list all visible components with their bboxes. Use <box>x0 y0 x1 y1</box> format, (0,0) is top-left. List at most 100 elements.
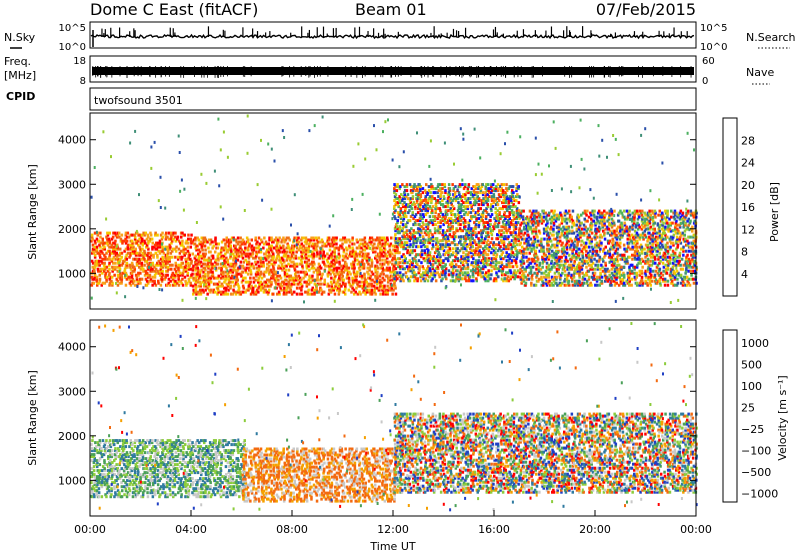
heatmap-cell <box>299 270 303 274</box>
heatmap-cell <box>309 238 313 242</box>
heatmap-cell <box>140 263 143 267</box>
heatmap-cell <box>120 279 123 283</box>
cpid-panel: CPID twofsound 3501 <box>6 87 697 111</box>
heatmap-cell <box>537 211 540 215</box>
heatmap-cell <box>546 225 549 229</box>
heatmap-cell <box>241 284 245 288</box>
heatmap-cell <box>290 282 293 286</box>
heatmap-cell <box>257 286 260 290</box>
heatmap-cell <box>374 264 377 268</box>
heatmap-cell <box>131 247 134 251</box>
heatmap-cell <box>616 263 619 267</box>
heatmap-cell <box>381 286 385 290</box>
heatmap-cell <box>91 243 95 247</box>
heatmap-cell <box>206 286 209 290</box>
heatmap-cell <box>450 273 453 277</box>
heatmap-cell <box>304 254 307 258</box>
heatmap-cell <box>316 270 319 274</box>
heatmap-cell <box>346 256 349 260</box>
heatmap-cell <box>142 267 145 271</box>
heatmap-cell <box>543 253 546 257</box>
heatmap-cell <box>563 227 566 231</box>
heatmap-cell <box>459 259 462 263</box>
heatmap-cell <box>512 197 515 201</box>
heatmap-cell <box>434 261 437 265</box>
heatmap-cell <box>464 193 467 197</box>
heatmap-cell <box>386 292 389 296</box>
heatmap-cell <box>304 252 308 256</box>
heatmap-cell <box>287 268 291 272</box>
heatmap-cell <box>552 253 556 257</box>
heatmap-cell <box>225 282 229 286</box>
heatmap-cell <box>477 225 480 229</box>
heatmap-cell <box>452 195 456 199</box>
heatmap-cell <box>386 274 389 278</box>
heatmap-cell <box>267 264 271 268</box>
heatmap-cell <box>556 233 559 237</box>
heatmap-cell <box>544 211 548 215</box>
heatmap-cell <box>301 248 305 252</box>
heatmap-cell <box>441 243 445 247</box>
heatmap-cell <box>544 269 548 273</box>
heatmap-cell <box>99 255 102 259</box>
heatmap-cell <box>93 277 96 281</box>
heatmap-cell <box>393 273 396 277</box>
heatmap-cell <box>206 274 210 278</box>
heatmap-cell <box>423 249 426 253</box>
heatmap-cell <box>475 277 478 281</box>
heatmap-cell <box>270 248 273 252</box>
heatmap-cell <box>245 252 248 256</box>
heatmap-cell <box>350 264 354 268</box>
heatmap-cell <box>123 275 127 279</box>
heatmap-cell <box>458 275 462 279</box>
heatmap-cell <box>466 271 470 275</box>
freq-tick-top: 18 <box>73 56 86 67</box>
heatmap-cell <box>237 288 240 292</box>
heatmap-cell <box>384 292 388 296</box>
heatmap-cell <box>315 238 318 242</box>
heatmap-cell <box>338 288 342 292</box>
heatmap-cell <box>158 251 162 255</box>
heatmap-cell <box>167 247 170 251</box>
heatmap-cell <box>553 275 557 279</box>
heatmap-cell <box>101 237 104 241</box>
heatmap-cell <box>576 215 579 219</box>
heatmap-cell <box>327 236 331 240</box>
heatmap-cell <box>616 259 619 263</box>
heatmap-cell <box>118 253 121 257</box>
heatmap-cell <box>390 274 394 278</box>
heatmap-cell <box>431 277 434 281</box>
heatmap-cell <box>94 259 97 263</box>
heatmap-cell <box>447 227 451 231</box>
heatmap-cell <box>545 275 548 279</box>
heatmap-cell <box>416 211 420 215</box>
heatmap-cell <box>362 244 365 248</box>
heatmap-cell <box>318 240 322 244</box>
heatmap-cell <box>273 246 276 250</box>
heatmap-cell <box>187 257 190 261</box>
heatmap-cell <box>184 265 187 269</box>
heatmap-cell <box>421 187 425 191</box>
heatmap-cell <box>420 249 424 253</box>
heatmap-cell <box>611 219 615 223</box>
heatmap-cell <box>338 254 341 258</box>
heatmap-cell <box>315 248 318 252</box>
heatmap-cell <box>610 259 613 263</box>
heatmap-cell <box>496 197 500 201</box>
heatmap-cell <box>207 272 210 276</box>
heatmap-cell <box>472 275 475 279</box>
heatmap-cell <box>259 258 262 262</box>
heatmap-cell <box>463 227 466 231</box>
heatmap-cell <box>351 280 355 284</box>
heatmap-cell <box>180 249 183 253</box>
heatmap-cell <box>290 290 293 294</box>
heatmap-cell <box>91 249 94 253</box>
heatmap-cell <box>436 217 439 221</box>
heatmap-cell <box>470 207 473 211</box>
heatmap-cell <box>194 262 197 266</box>
heatmap-cell <box>194 272 197 276</box>
heatmap-cell <box>446 249 450 253</box>
heatmap-cell <box>570 279 574 283</box>
heatmap-cell <box>381 288 384 292</box>
heatmap-cell <box>547 233 550 237</box>
